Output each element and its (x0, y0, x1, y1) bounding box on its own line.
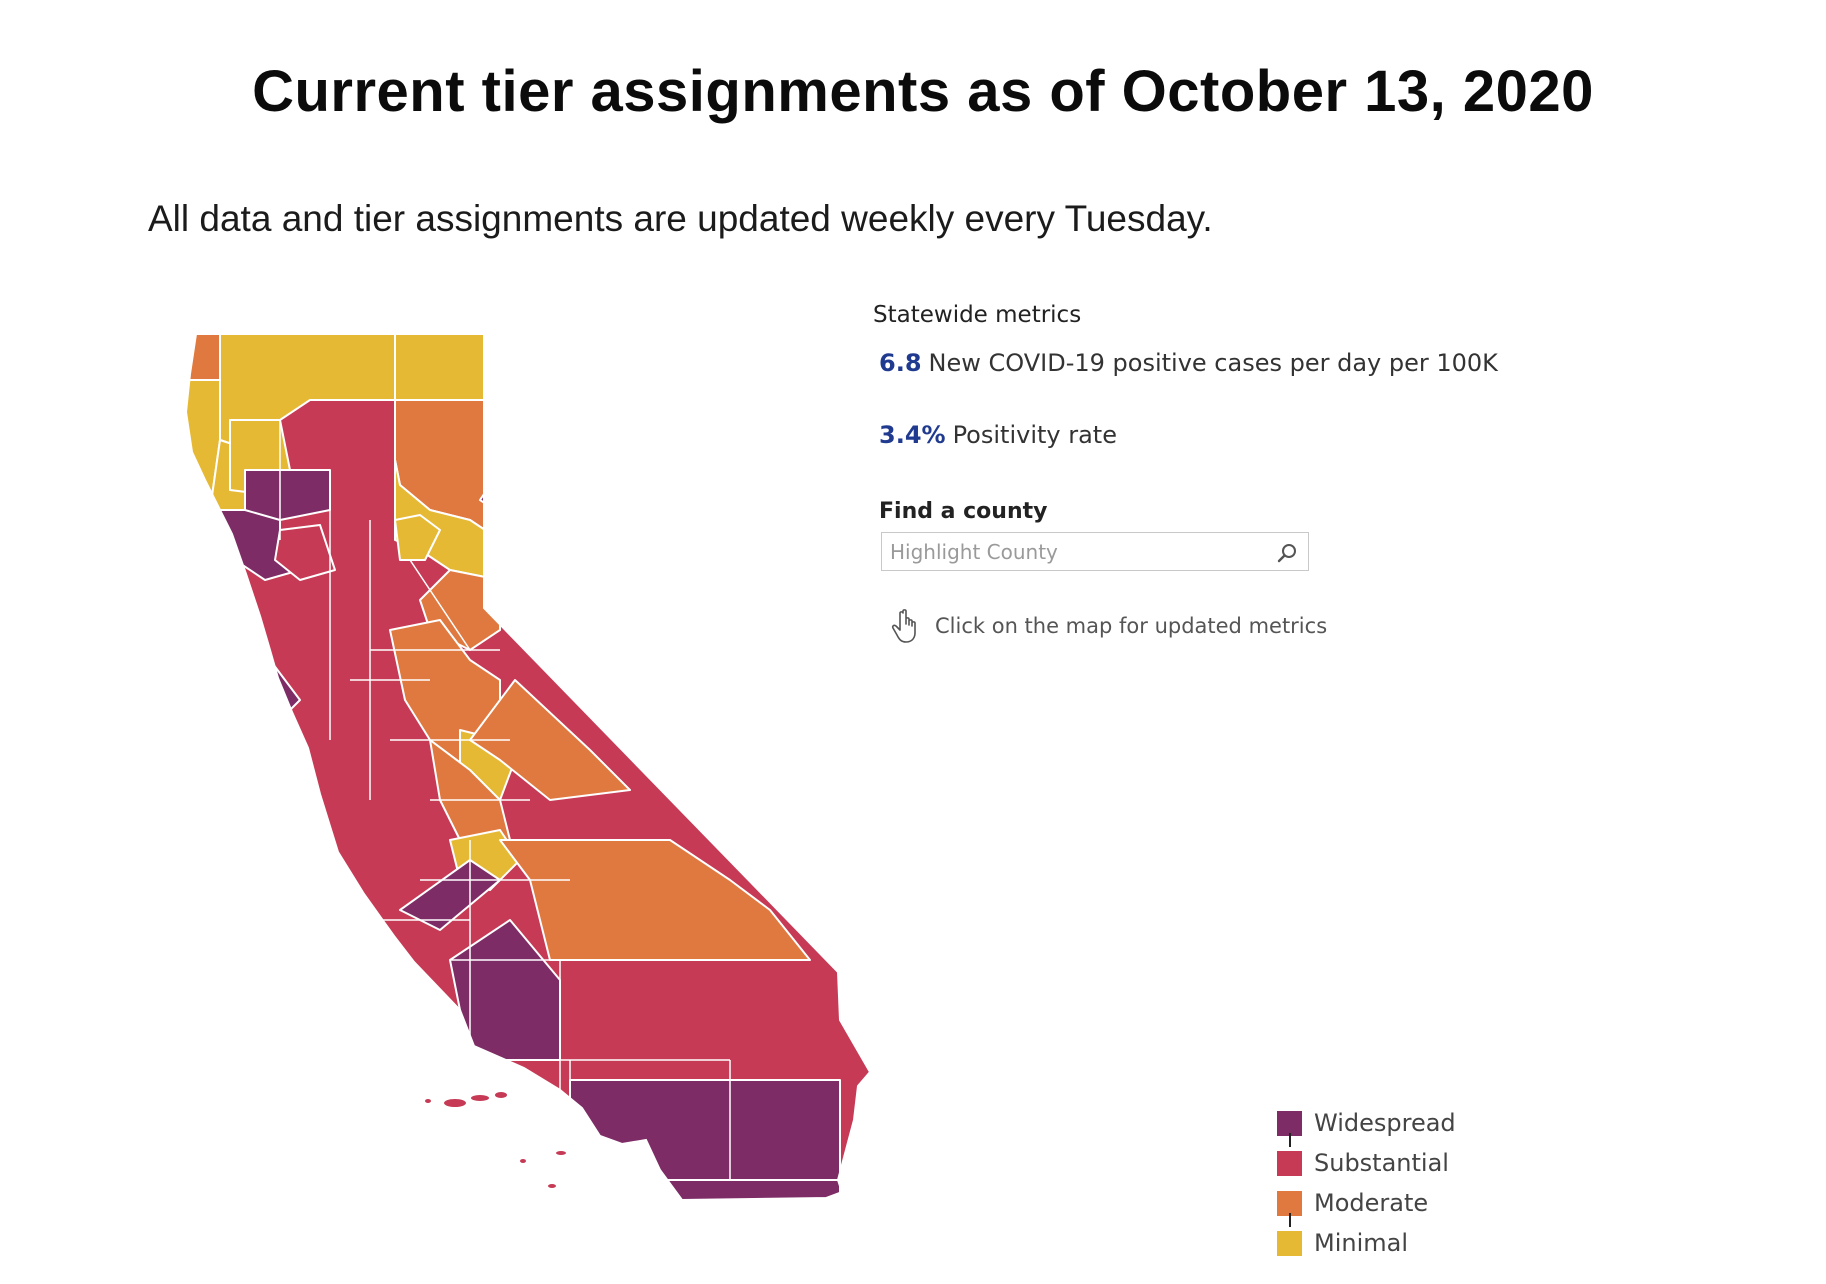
legend-swatch-minimal (1277, 1230, 1302, 1256)
legend-item-moderate[interactable]: Moderate (1277, 1183, 1456, 1227)
find-county-label: Find a county (879, 499, 1048, 524)
california-tier-map[interactable] (170, 320, 930, 1200)
hint-text: Click on the map for updated metrics (935, 614, 1328, 638)
legend-connector (1289, 1213, 1291, 1227)
county-mendocino[interactable] (170, 509, 231, 661)
legend-item-minimal[interactable]: Minimal (1277, 1223, 1456, 1263)
county-nevada[interactable] (394, 514, 441, 561)
legend-item-widespread[interactable]: Widespread (1277, 1103, 1456, 1147)
county-search-box[interactable] (881, 532, 1309, 571)
county-glenn[interactable] (244, 469, 331, 521)
legend-swatch-widespread (1277, 1110, 1302, 1136)
county-san-luis-obispo[interactable] (299, 979, 421, 1081)
positivity-label: Positivity rate (952, 421, 1117, 449)
legend-item-substantial[interactable]: Substantial (1277, 1143, 1456, 1183)
pointing-hand-icon (891, 609, 916, 643)
county-inyo[interactable] (499, 839, 811, 961)
map-hint: Click on the map for updated metrics (891, 608, 1327, 644)
county-del-norte[interactable] (170, 320, 221, 381)
tier-legend: Widespread Substantial Moderate Minimal (1277, 1103, 1456, 1263)
county-santa-clara[interactable] (307, 879, 361, 941)
new-cases-value: 6.8 (879, 349, 922, 377)
new-cases-label: New COVID-19 positive cases per day per … (928, 349, 1498, 377)
positivity-value: 3.4% (879, 421, 946, 449)
county-colusa[interactable] (274, 524, 336, 581)
county-borders (219, 334, 840, 1200)
page-subtitle: All data and tier assignments are update… (148, 198, 1213, 239)
channel-islands (425, 1092, 566, 1188)
search-icon[interactable] (1276, 542, 1298, 564)
statewide-metrics-heading: Statewide metrics (873, 302, 1082, 328)
legend-label: Minimal (1314, 1229, 1409, 1257)
legend-swatch-moderate (1277, 1190, 1302, 1216)
legend-swatch-substantial (1277, 1150, 1302, 1176)
county-butte[interactable] (479, 459, 551, 521)
state-outline (184, 333, 872, 1200)
legend-label: Substantial (1314, 1149, 1449, 1177)
metric-new-cases: 6.8 New COVID-19 positive cases per day p… (879, 349, 1498, 377)
metric-positivity: 3.4% Positivity rate (879, 421, 1117, 449)
page-title: Current tier assignments as of October 1… (252, 59, 1594, 124)
legend-label: Moderate (1314, 1189, 1429, 1217)
legend-label: Widespread (1314, 1109, 1456, 1137)
legend-connector (1289, 1133, 1291, 1147)
county-search-input[interactable] (890, 539, 1270, 565)
